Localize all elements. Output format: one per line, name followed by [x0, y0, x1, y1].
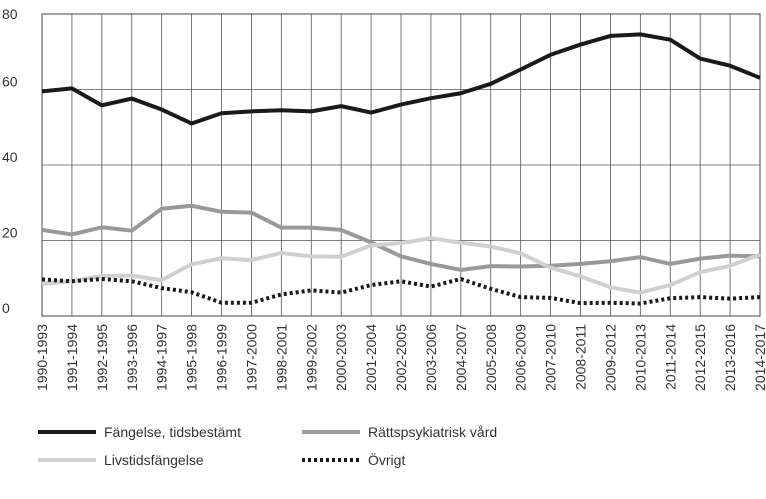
x-tick-label: 2006-2009 [513, 324, 529, 391]
x-tick-label: 1993-1996 [124, 324, 140, 391]
x-tick-label: 2001-2004 [363, 324, 379, 391]
x-tick-label: 2014-2017 [752, 324, 766, 391]
plot-frame [41, 13, 761, 317]
y-tick-label: 60 [2, 74, 18, 90]
legend-label: Fängelse, tidsbestämt [104, 424, 241, 440]
legend-label: Rättspsykiatrisk vård [368, 424, 497, 440]
legend-label: Livstidsfängelse [104, 452, 204, 468]
x-tick-label: 2013-2016 [722, 324, 738, 391]
legend-label: Övrigt [368, 451, 405, 468]
y-tick-label: 80 [2, 6, 18, 22]
x-tick-label: 1991-1994 [64, 324, 80, 391]
x-tick-label: 2012-2015 [692, 324, 708, 391]
x-tick-label: 2009-2012 [602, 324, 618, 391]
x-tick-label: 2007-2010 [543, 324, 559, 391]
x-tick-label: 2000-2003 [333, 324, 349, 391]
x-tick-label: 1994-1997 [154, 324, 170, 391]
series-line [41, 203, 761, 272]
x-tick-label: 1997-2000 [243, 324, 259, 391]
x-tick-label: 2011-2014 [662, 324, 678, 390]
series-line [41, 236, 761, 295]
series-line [41, 277, 761, 306]
x-tick-label: 1992-1995 [94, 324, 110, 391]
y-tick-label: 0 [2, 300, 10, 316]
x-tick-label: 2010-2013 [632, 324, 648, 391]
x-tick-label: 2005-2008 [483, 324, 499, 391]
y-tick-label: 40 [2, 149, 18, 165]
x-tick-label: 1998-2001 [273, 324, 289, 391]
series-line [41, 32, 761, 126]
x-tick-label: 1995-1998 [184, 324, 200, 391]
x-tick-label: 2004-2007 [453, 324, 469, 391]
x-tick-label: 2003-2006 [423, 324, 439, 391]
x-tick-label: 1996-1999 [214, 324, 230, 391]
x-tick-label: 2002-2005 [393, 324, 409, 391]
x-tick-label: 1999-2002 [303, 324, 319, 391]
x-tick-label: 1990-1993 [34, 324, 50, 391]
x-tick-label: 2008-2011 [573, 324, 589, 390]
y-tick-label: 20 [2, 225, 18, 241]
